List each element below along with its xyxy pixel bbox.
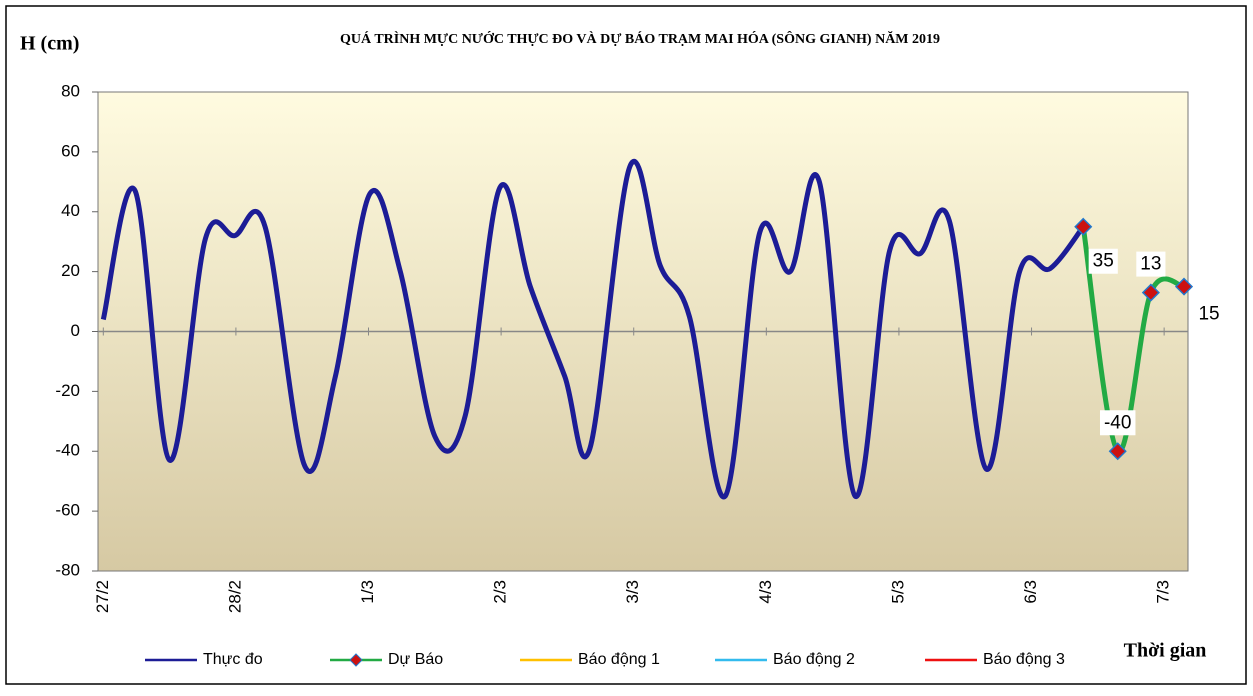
x-tick-label: 4/3 — [756, 580, 775, 604]
y-tick-label: -40 — [55, 441, 80, 460]
y-tick-label: 60 — [61, 141, 80, 160]
x-tick-label: 5/3 — [888, 580, 907, 604]
x-axis-label: Thời gian — [1124, 640, 1207, 662]
chart-title: QUÁ TRÌNH MỰC NƯỚC THỰC ĐO VÀ DỰ BÁO TRẠ… — [340, 30, 940, 47]
marker — [1108, 442, 1127, 461]
y-tick-label: 0 — [71, 321, 80, 340]
marker — [1141, 283, 1160, 302]
data-label-bg — [1088, 248, 1118, 274]
y-tick-label: 80 — [61, 81, 80, 100]
x-tick-label: 6/3 — [1021, 580, 1040, 604]
x-tick-label: 3/3 — [623, 580, 642, 604]
legend-label: Dự Báo — [388, 651, 443, 668]
legend-label: Báo động 2 — [773, 651, 855, 668]
data-label-bg — [1099, 410, 1136, 436]
data-label: 13 — [1140, 254, 1161, 275]
series-line — [1080, 226, 1185, 454]
legend-label: Báo động 3 — [983, 651, 1065, 668]
y-tick-label: -60 — [55, 501, 80, 520]
data-label: 15 — [1198, 304, 1219, 325]
y-tick-label: 40 — [61, 201, 80, 220]
data-label: -40 — [1104, 412, 1131, 433]
x-tick-label: 27/2 — [93, 580, 112, 613]
legend-label: Báo động 1 — [578, 651, 660, 668]
x-tick-label: 7/3 — [1154, 580, 1173, 604]
marker — [1074, 217, 1093, 236]
data-label-bg — [1194, 301, 1224, 327]
x-tick-label: 28/2 — [225, 580, 244, 613]
legend-label: Thực đo — [203, 651, 263, 668]
data-label-bg — [1136, 251, 1166, 277]
y-axis-label: H (cm) — [20, 33, 79, 55]
data-label: 35 — [1093, 251, 1114, 272]
y-tick-label: 20 — [61, 261, 80, 280]
x-tick-label: 2/3 — [491, 580, 510, 604]
series-line — [100, 159, 1086, 500]
legend-marker — [349, 653, 363, 667]
y-tick-label: -20 — [55, 381, 80, 400]
x-tick-label: 1/3 — [358, 580, 377, 604]
marker — [1174, 277, 1194, 296]
y-tick-label: -80 — [55, 560, 80, 579]
